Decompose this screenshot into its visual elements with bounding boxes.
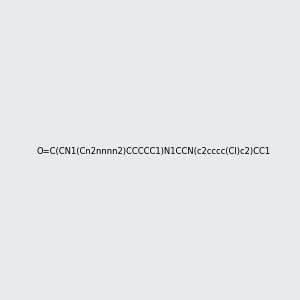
Text: O=C(CN1(Cn2nnnn2)CCCCC1)N1CCN(c2cccc(Cl)c2)CC1: O=C(CN1(Cn2nnnn2)CCCCC1)N1CCN(c2cccc(Cl)… bbox=[37, 147, 271, 156]
